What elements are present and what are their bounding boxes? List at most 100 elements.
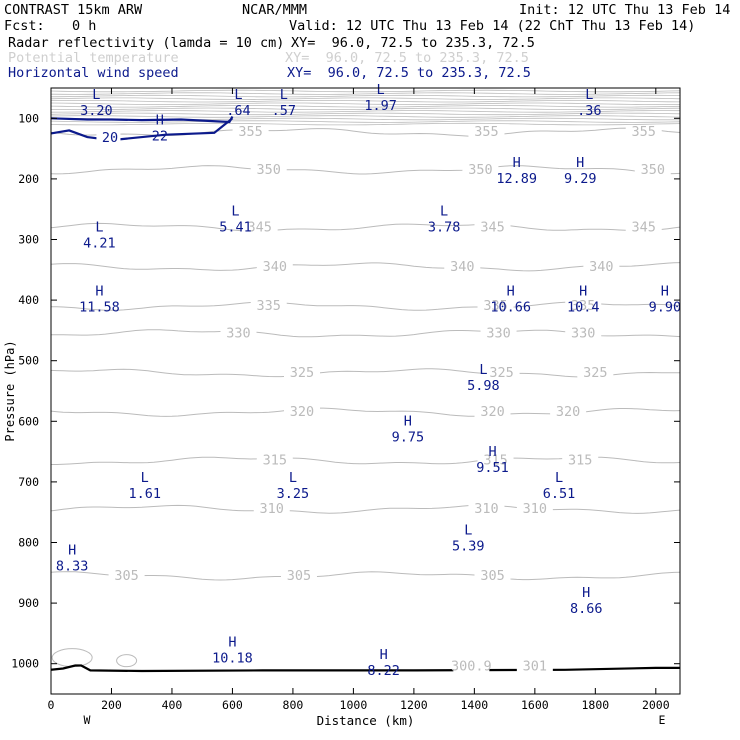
theta-loop (116, 654, 138, 668)
x-end-label-west: W (84, 713, 91, 727)
y-tick-label: 400 (18, 293, 39, 307)
theta-label: 320 (556, 404, 580, 420)
theta-label: 325 (290, 365, 314, 381)
extremum-value: 3.25 (277, 486, 310, 502)
extremum-type: H (579, 283, 587, 299)
theta-label: 320 (290, 404, 314, 420)
theta-label-bg (241, 220, 278, 235)
x-tick-label: 1800 (581, 698, 609, 712)
theta-band-line (50, 94, 681, 98)
y-tick-label: 300 (18, 233, 39, 247)
theta-contour (50, 368, 681, 378)
theta-label-bg (577, 365, 614, 380)
theta-contour (50, 127, 681, 137)
theta-label-bg (480, 326, 517, 341)
extremum-type: H (68, 543, 76, 559)
extremum-value: 12.89 (496, 171, 537, 187)
y-tick-label: 800 (18, 536, 39, 550)
theta-label-bg (444, 259, 481, 274)
y-tick-label: 700 (18, 475, 39, 489)
x-tick-label: 800 (283, 698, 304, 712)
theta-label-bg (108, 568, 145, 583)
theta-label-bg (250, 162, 287, 177)
extremum-type: H (404, 414, 412, 430)
theta-label-bg (634, 162, 671, 177)
theta-label-bg (550, 405, 587, 420)
theta-label-bg (565, 299, 602, 314)
field-name-reflectivity: Radar reflectivity (lamda = 10 cm) (8, 35, 285, 51)
theta-contour (50, 222, 681, 232)
theta-label: 300.9 (451, 659, 492, 675)
theta-label: 355 (238, 124, 262, 140)
extremum-type: H (507, 283, 515, 299)
x-tick-label: 0 (48, 698, 55, 712)
theta-label-bg (474, 405, 511, 420)
extremum-value: 9.29 (564, 171, 597, 187)
extremum-value: 8.66 (570, 601, 603, 617)
extremum-type: L (555, 470, 563, 486)
x-tick-label: 600 (222, 698, 243, 712)
x-tick-label: 1400 (461, 698, 489, 712)
theta-label-bg (256, 453, 293, 468)
extremum-value: 5.98 (467, 378, 500, 394)
x-tick-label: 1000 (340, 698, 368, 712)
theta-label: 301 (523, 659, 547, 675)
y-tick-label: 600 (18, 414, 39, 428)
x-tick-label: 400 (162, 698, 183, 712)
extremum-value: 22 (152, 128, 168, 144)
theta-label: 315 (568, 453, 592, 469)
theta-label-bg (477, 299, 514, 314)
extremum-type: L (141, 470, 149, 486)
theta-label: 320 (480, 404, 504, 420)
theta-loop (51, 648, 93, 668)
extremum-value: 4.21 (83, 236, 116, 252)
extremum-type: H (488, 444, 496, 460)
extremum-type: L (464, 523, 472, 539)
theta-label: 340 (263, 259, 287, 275)
extremum-value: 11.58 (79, 299, 120, 315)
x-tick-label: 2000 (642, 698, 670, 712)
theta-label: 335 (483, 298, 507, 314)
theta-contour (50, 571, 681, 581)
y-tick-label: 500 (18, 354, 39, 368)
extremum-type: L (377, 82, 385, 98)
theta-label-bg (477, 453, 514, 468)
theta-label-bg (250, 299, 287, 314)
theta-label: 340 (450, 259, 474, 275)
y-axis-title: Pressure (hPa) (3, 340, 17, 441)
extremum-type: L (280, 87, 288, 103)
extremum-value: 3.78 (428, 219, 461, 235)
theta-label: 310 (523, 501, 547, 517)
theta-label-bg (280, 568, 317, 583)
theta-label-bg (283, 365, 320, 380)
theta-label-bg (462, 162, 499, 177)
theta-band-line (50, 102, 681, 106)
extremum-value: 9.75 (392, 430, 425, 446)
theta-band-line (50, 100, 681, 103)
init-time: Init: 12 UTC Thu 13 Feb 14 (519, 2, 731, 18)
theta-label-bg (583, 259, 620, 274)
extremum-value: 6.51 (543, 486, 576, 502)
extremum-type: H (513, 155, 521, 171)
theta-label-bg (468, 125, 505, 140)
theta-band-line (50, 122, 681, 126)
extremum-value: 10.18 (212, 651, 253, 667)
extremum-type: H (380, 647, 388, 663)
theta-label: 330 (226, 325, 250, 341)
field-name-wind: Horizontal wind speed (8, 65, 179, 81)
extremum-type: H (576, 155, 584, 171)
theta-label: 335 (257, 298, 281, 314)
theta-contour (50, 262, 681, 272)
extremum-type: H (156, 112, 164, 128)
theta-label-bg (468, 502, 505, 517)
extremum-value: 10.66 (490, 299, 531, 315)
theta-band-line (50, 97, 681, 100)
terrain (50, 664, 680, 673)
theta-label-bg (562, 453, 599, 468)
theta-band-line (50, 92, 681, 95)
wind-contour-label: 20 (102, 130, 118, 146)
extrema-labels: L3.20H22L.64L.57L1.97L.36H12.89H9.29L4.2… (56, 82, 681, 679)
extremum-value: 10.4 (567, 299, 600, 315)
theta-label: 345 (632, 219, 656, 235)
